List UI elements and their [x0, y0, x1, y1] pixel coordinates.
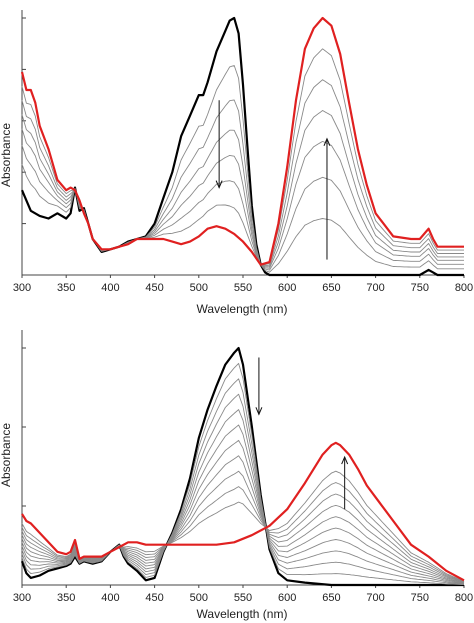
x-axis-title: Wavelength (nm) — [197, 302, 288, 316]
series-group — [20, 346, 465, 587]
x-tick-label: 600 — [278, 282, 296, 294]
intermediate-spectrum-line — [21, 110, 464, 268]
intermediate-spectrum-line — [21, 470, 465, 582]
y-axis-title: Absorbance — [0, 423, 13, 487]
x-tick-label: 650 — [322, 592, 340, 604]
x-tick-label: 750 — [411, 592, 429, 604]
arrow-up-head — [323, 137, 331, 146]
arrow-down-head — [215, 180, 223, 189]
x-tick-label: 750 — [411, 282, 429, 294]
x-tick-label: 350 — [57, 282, 75, 294]
intermediate-spectrum-line — [21, 393, 465, 585]
x-tick-label: 400 — [101, 592, 119, 604]
x-tick-label: 700 — [366, 282, 384, 294]
intermediate-spectrum-line — [21, 409, 465, 584]
x-tick-label: 800 — [455, 282, 473, 294]
intermediate-spectrum-line — [21, 439, 465, 584]
initial-spectrum-line — [20, 346, 464, 587]
intermediate-spectrum-line — [21, 128, 464, 269]
annotations — [215, 100, 331, 260]
final-spectrum-line — [21, 441, 465, 582]
arrow-up-head — [341, 455, 349, 465]
top-spectrum-chart: 300 350 400 450 500 550 600 650 700 750 800 Wavele… — [0, 10, 473, 316]
x-tick-label: 400 — [101, 282, 119, 294]
x-tick-label: 450 — [145, 282, 163, 294]
x-tick-label: 550 — [234, 282, 252, 294]
x-tick-label: 600 — [278, 592, 296, 604]
final-spectrum-line — [20, 16, 464, 266]
intermediate-spectrum-line — [21, 455, 465, 583]
intermediate-spectrum-line — [21, 470, 465, 583]
arrow-down-head — [255, 407, 263, 416]
top-spectrum-svg: 300 350 400 450 500 550 600 650 700 750 800 Wavele… — [0, 10, 473, 316]
bottom-spectrum-chart: 300 350 400 450 500 550 600 650 700 750 800 Wavele… — [0, 320, 474, 623]
x-tick-label: 700 — [366, 592, 384, 604]
series-group — [20, 16, 464, 277]
intermediate-spectrum-line — [21, 378, 465, 585]
x-axis-title: Wavelength (nm) — [197, 607, 288, 621]
x-tick-label: 350 — [57, 592, 75, 604]
tick-labels: 300 350 400 450 500 550 600 650 700 750 800 — [13, 347, 473, 604]
intermediate-spectrum-line — [21, 362, 465, 586]
x-tick-label: 800 — [455, 592, 473, 604]
x-tick-label: 300 — [13, 282, 31, 294]
x-tick-label: 300 — [13, 592, 31, 604]
annotations — [255, 357, 349, 510]
intermediate-spectrum-line — [21, 482, 465, 583]
x-tick-label: 550 — [234, 592, 252, 604]
tick-labels: 300 350 400 450 500 550 600 650 700 750 800 — [13, 17, 473, 294]
x-tick-label: 650 — [322, 282, 340, 294]
x-tick-label: 500 — [190, 282, 208, 294]
intermediate-spectrum-line — [21, 424, 465, 584]
bottom-spectrum-svg: 300 350 400 450 500 550 600 650 700 750 800 Wavele… — [0, 330, 473, 621]
y-axis-title: Absorbance — [0, 123, 13, 187]
x-tick-label: 450 — [145, 592, 163, 604]
x-tick-label: 500 — [190, 592, 208, 604]
